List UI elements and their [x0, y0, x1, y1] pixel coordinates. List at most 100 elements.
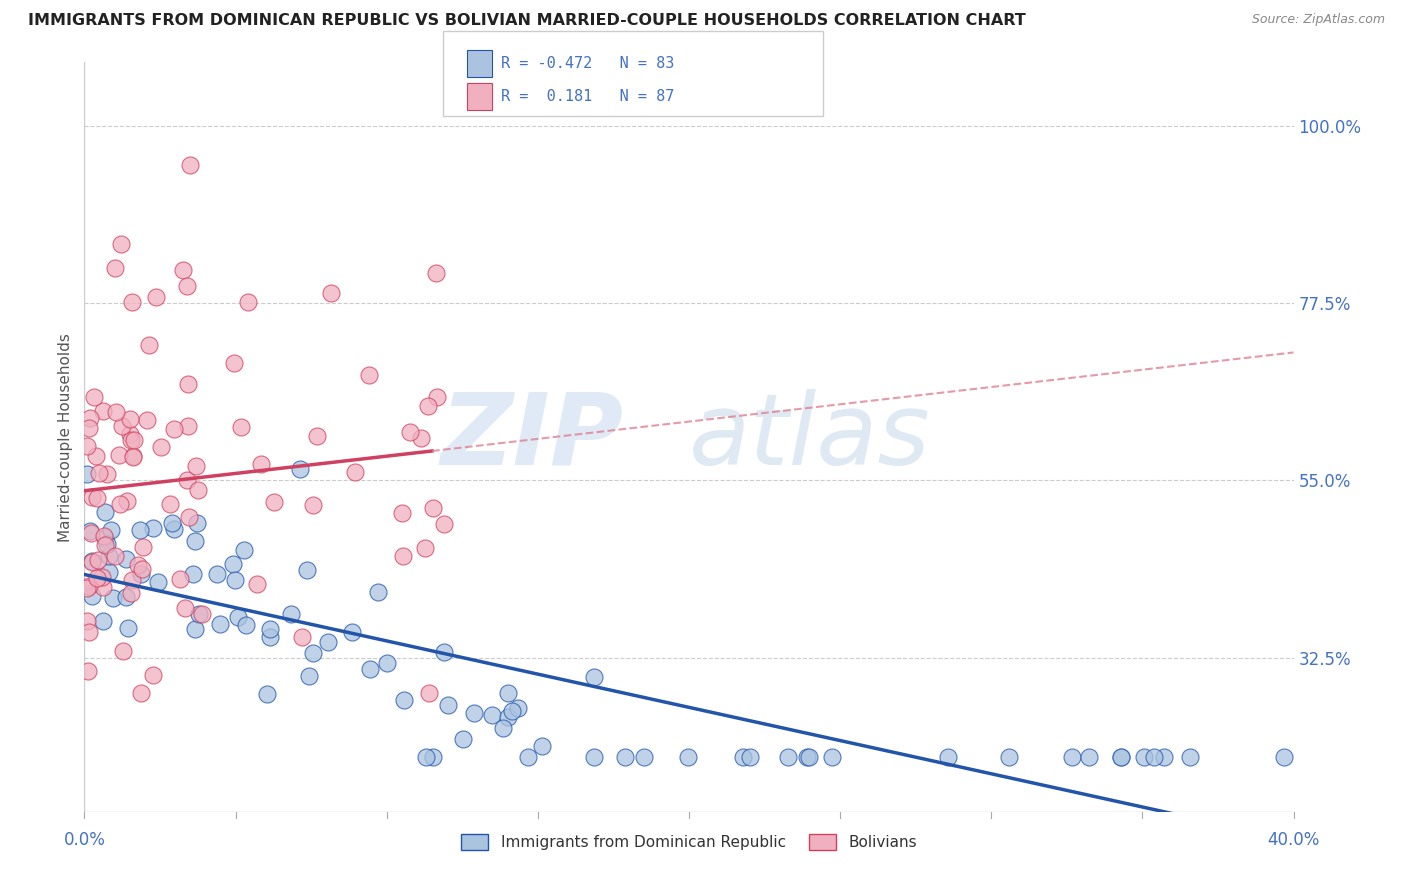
Point — [77, 665, 100, 679]
Point — [115, 493, 138, 508]
Point — [115, 591, 138, 605]
Text: Source: ZipAtlas.com: Source: ZipAtlas.com — [1251, 13, 1385, 27]
Point — [259, 622, 281, 636]
Point — [160, 516, 183, 530]
Point — [104, 260, 127, 275]
Point — [357, 368, 380, 383]
Point — [290, 630, 312, 644]
Point — [76, 614, 98, 628]
Point — [250, 457, 273, 471]
Point — [105, 405, 128, 419]
Point — [107, 448, 129, 462]
Point — [433, 517, 456, 532]
Point — [122, 433, 145, 447]
Point — [516, 749, 538, 764]
Point — [416, 399, 439, 413]
Point — [120, 586, 142, 600]
Point — [298, 669, 321, 683]
Point — [145, 289, 167, 303]
Point — [1077, 749, 1099, 764]
Point — [222, 356, 245, 370]
Point — [76, 439, 98, 453]
Point — [319, 285, 342, 300]
Point — [117, 621, 139, 635]
Point — [492, 721, 515, 735]
Text: 0.0%: 0.0% — [63, 831, 105, 849]
Point — [89, 467, 111, 481]
Point — [399, 425, 422, 440]
Point — [86, 491, 108, 506]
Point — [433, 645, 456, 659]
Point — [94, 531, 117, 545]
Point — [187, 607, 209, 621]
Point — [1272, 749, 1295, 764]
Point — [391, 506, 413, 520]
Point — [186, 516, 208, 530]
Point — [80, 589, 103, 603]
Point — [614, 749, 637, 764]
Point — [96, 537, 118, 551]
Point — [481, 708, 503, 723]
Point — [731, 749, 754, 764]
Point — [121, 295, 143, 310]
Point — [437, 698, 460, 713]
Point — [190, 607, 212, 621]
Point — [77, 421, 100, 435]
Point — [1109, 749, 1132, 764]
Point — [411, 431, 433, 445]
Point — [94, 538, 117, 552]
Point — [530, 739, 553, 753]
Point — [184, 534, 207, 549]
Point — [76, 467, 98, 481]
Point — [176, 473, 198, 487]
Point — [232, 543, 254, 558]
Point — [418, 686, 440, 700]
Legend: Immigrants from Dominican Republic, Bolivians: Immigrants from Dominican Republic, Boli… — [454, 829, 924, 856]
Point — [205, 566, 228, 581]
Point — [290, 461, 312, 475]
Text: R =  0.181   N = 87: R = 0.181 N = 87 — [501, 89, 673, 103]
Point — [583, 669, 606, 683]
Point — [235, 618, 257, 632]
Point — [302, 646, 325, 660]
Point — [83, 390, 105, 404]
Point — [142, 668, 165, 682]
Point — [111, 419, 134, 434]
Point — [177, 510, 200, 524]
Point — [150, 440, 173, 454]
Point — [1153, 749, 1175, 764]
Text: R = -0.472   N = 83: R = -0.472 N = 83 — [501, 56, 673, 70]
Point — [122, 449, 145, 463]
Point — [236, 294, 259, 309]
Point — [259, 630, 281, 644]
Point — [146, 575, 169, 590]
Y-axis label: Married-couple Households: Married-couple Households — [58, 333, 73, 541]
Point — [79, 524, 101, 538]
Point — [86, 571, 108, 585]
Point — [415, 541, 437, 556]
Point — [82, 490, 104, 504]
Point — [112, 644, 135, 658]
Point — [128, 523, 150, 537]
Point — [84, 450, 107, 464]
Point — [127, 558, 149, 572]
Point — [344, 465, 367, 479]
Point — [776, 749, 799, 764]
Text: atlas: atlas — [689, 389, 931, 485]
Point — [796, 749, 818, 764]
Point — [451, 731, 474, 746]
Point — [174, 600, 197, 615]
Point — [820, 749, 842, 764]
Point — [998, 749, 1021, 764]
Point — [82, 555, 104, 569]
Point — [91, 570, 114, 584]
Point — [184, 622, 207, 636]
Point — [740, 749, 762, 764]
Point — [367, 585, 389, 599]
Point — [79, 411, 101, 425]
Point — [91, 615, 114, 629]
Point — [121, 573, 143, 587]
Point — [224, 573, 246, 587]
Point — [302, 498, 325, 512]
Point — [1133, 749, 1156, 764]
